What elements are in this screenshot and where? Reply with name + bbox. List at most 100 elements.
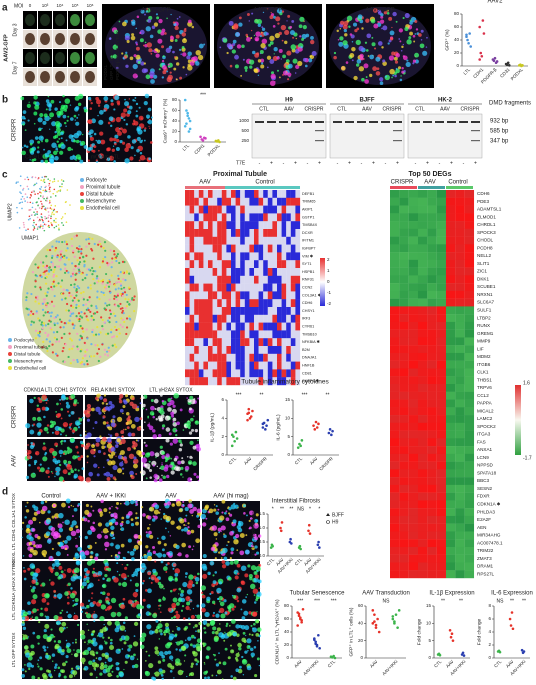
heatmap-cell bbox=[272, 291, 278, 300]
section-cell bbox=[74, 278, 77, 281]
cell bbox=[59, 611, 62, 615]
cell bbox=[37, 665, 40, 668]
label: Tubule inflammatory cytokines bbox=[241, 379, 329, 386]
umap-point bbox=[17, 181, 19, 183]
cell bbox=[125, 515, 130, 519]
section-cell bbox=[80, 272, 83, 275]
cell bbox=[394, 74, 397, 78]
section-cell bbox=[98, 266, 102, 269]
cell bbox=[86, 570, 91, 574]
cell bbox=[56, 131, 62, 136]
heatmap-cell bbox=[464, 221, 475, 229]
cell bbox=[196, 646, 202, 652]
heatmap-cell bbox=[436, 446, 447, 455]
heatmap-cell bbox=[254, 229, 259, 237]
heatmap-cell bbox=[212, 346, 218, 354]
section-cell bbox=[78, 317, 81, 321]
cell bbox=[154, 48, 158, 52]
heatmap-cell bbox=[263, 291, 268, 300]
cell bbox=[43, 648, 47, 652]
heatmap-cell bbox=[445, 321, 456, 330]
cell bbox=[167, 650, 172, 655]
cell bbox=[28, 532, 32, 536]
cell bbox=[157, 654, 160, 657]
section-cell bbox=[119, 323, 122, 327]
cell bbox=[358, 66, 365, 72]
cell bbox=[89, 525, 95, 531]
cell bbox=[189, 609, 191, 611]
cell bbox=[97, 104, 101, 107]
cell bbox=[36, 663, 39, 665]
heatmap-cell bbox=[254, 283, 259, 292]
cell bbox=[140, 568, 145, 573]
cell bbox=[155, 628, 158, 631]
band bbox=[369, 121, 378, 123]
cell bbox=[73, 614, 79, 620]
gene-label: ADAMTSL1 bbox=[477, 207, 502, 212]
heatmap-cell bbox=[436, 376, 447, 385]
section-cell bbox=[108, 303, 111, 306]
cell bbox=[38, 128, 42, 131]
umap-point bbox=[39, 224, 42, 226]
heatmap-cell bbox=[221, 338, 227, 347]
gene-label: SESN2 bbox=[477, 486, 493, 491]
cell bbox=[133, 463, 138, 469]
cell bbox=[116, 438, 121, 443]
label: Control bbox=[255, 180, 274, 186]
band bbox=[447, 121, 456, 123]
cell bbox=[210, 591, 214, 595]
section-cell bbox=[106, 264, 110, 267]
cell bbox=[70, 394, 76, 400]
cell bbox=[116, 507, 119, 510]
cell bbox=[115, 455, 117, 457]
section-cell bbox=[90, 342, 93, 346]
cell bbox=[220, 551, 224, 555]
cell bbox=[182, 476, 184, 478]
cell bbox=[189, 509, 194, 514]
heatmap-cell bbox=[445, 523, 456, 532]
cell bbox=[386, 9, 389, 12]
heatmap-cell bbox=[217, 291, 222, 300]
heatmap-cell bbox=[235, 260, 241, 269]
cell bbox=[169, 669, 173, 673]
section-cell bbox=[46, 291, 49, 294]
heatmap-cell bbox=[290, 322, 296, 331]
cell bbox=[113, 577, 119, 583]
cell bbox=[183, 518, 187, 521]
heatmap-cell bbox=[189, 314, 195, 323]
heatmap-cell bbox=[254, 197, 259, 206]
cell bbox=[149, 534, 154, 539]
heatmap-cell bbox=[286, 283, 291, 292]
cell bbox=[32, 586, 36, 590]
cell bbox=[67, 452, 70, 455]
cell bbox=[250, 36, 253, 39]
section-cell bbox=[81, 327, 84, 330]
section-cell bbox=[82, 330, 85, 333]
section-cell bbox=[117, 287, 120, 290]
heatmap-cell bbox=[249, 260, 255, 269]
cell bbox=[274, 33, 280, 39]
cell bbox=[171, 602, 177, 608]
heatmap-cell bbox=[258, 260, 264, 269]
cell bbox=[139, 417, 143, 420]
heatmap-cell bbox=[263, 283, 268, 292]
heatmap-cell bbox=[427, 290, 437, 299]
y-tick-label: 0 bbox=[174, 139, 177, 144]
cell bbox=[163, 502, 167, 506]
cell bbox=[191, 583, 195, 587]
section-cell bbox=[34, 300, 37, 303]
cell bbox=[149, 506, 155, 512]
cell bbox=[84, 607, 87, 610]
cell bbox=[60, 630, 63, 634]
cell bbox=[150, 116, 153, 119]
heatmap-cell bbox=[417, 368, 428, 377]
heatmap-cell bbox=[267, 236, 273, 245]
heatmap-cell bbox=[198, 205, 204, 214]
cell bbox=[31, 675, 36, 680]
section-cell bbox=[114, 314, 117, 318]
cell bbox=[109, 124, 113, 128]
cell bbox=[50, 423, 55, 428]
section-cell bbox=[113, 284, 116, 287]
section-cell bbox=[28, 308, 31, 311]
umap-point bbox=[53, 208, 56, 211]
